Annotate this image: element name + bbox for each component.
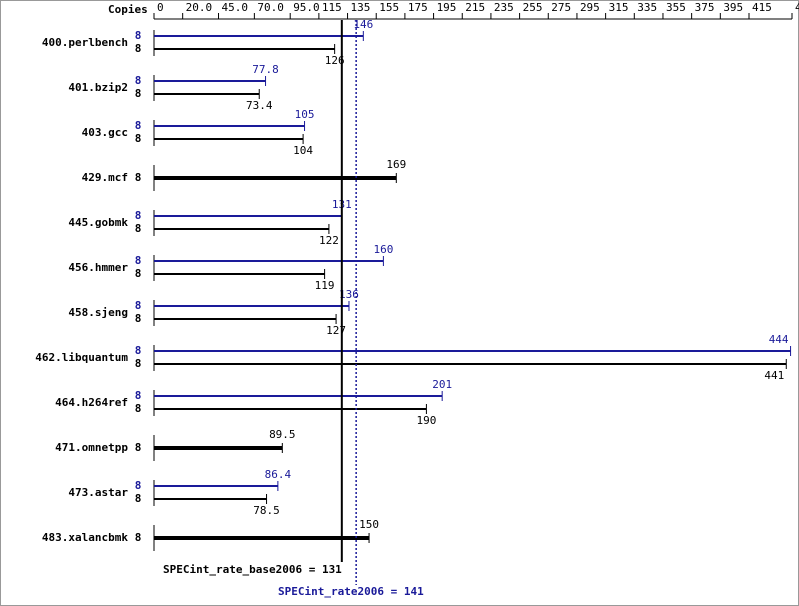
category-label: 400.perlbench xyxy=(42,36,128,49)
x-tick-label: 415 xyxy=(752,1,772,14)
x-tick-label: 95.0 xyxy=(293,1,320,14)
x-tick-label: 70.0 xyxy=(257,1,284,14)
value-label: 190 xyxy=(416,414,436,427)
x-tick-label: 355 xyxy=(666,1,686,14)
x-tick-label: 135 xyxy=(351,1,371,14)
x-tick-label: 335 xyxy=(637,1,657,14)
value-label: 126 xyxy=(325,54,345,67)
value-label: 89.5 xyxy=(269,428,296,441)
x-tick-label: 295 xyxy=(580,1,600,14)
value-label: 146 xyxy=(353,18,373,31)
x-tick-label: 175 xyxy=(408,1,428,14)
x-tick-label: 445 xyxy=(795,1,799,14)
value-label: 150 xyxy=(359,518,379,531)
copies-label: 8 xyxy=(135,209,142,222)
copies-label: 8 xyxy=(135,171,142,184)
copies-label: 8 xyxy=(135,29,142,42)
x-tick-label: 195 xyxy=(437,1,457,14)
category-label: 458.sjeng xyxy=(68,306,128,319)
category-label: 471.omnetpp xyxy=(55,441,128,454)
copies-label: 8 xyxy=(135,441,142,454)
x-tick-label: 215 xyxy=(465,1,485,14)
x-tick-label: 275 xyxy=(551,1,571,14)
copies-label: 8 xyxy=(135,492,142,505)
copies-label: 8 xyxy=(135,389,142,402)
x-tick-label: 395 xyxy=(723,1,743,14)
value-label: 201 xyxy=(432,378,452,391)
value-label: 119 xyxy=(315,279,335,292)
category-label: 445.gobmk xyxy=(68,216,128,229)
value-label: 73.4 xyxy=(246,99,273,112)
x-tick-label: 0 xyxy=(157,1,164,14)
value-label: 105 xyxy=(295,108,315,121)
copies-label: 8 xyxy=(135,402,142,415)
value-label: 127 xyxy=(326,324,346,337)
x-tick-label: 235 xyxy=(494,1,514,14)
value-label: 78.5 xyxy=(253,504,280,517)
copies-label: 8 xyxy=(135,42,142,55)
value-label: 104 xyxy=(293,144,313,157)
value-label: 77.8 xyxy=(252,63,279,76)
value-label: 160 xyxy=(373,243,393,256)
value-label: 444 xyxy=(769,333,789,346)
copies-label: 8 xyxy=(135,87,142,100)
copies-label: 8 xyxy=(135,299,142,312)
copies-label: 8 xyxy=(135,479,142,492)
x-tick-label: 155 xyxy=(379,1,399,14)
x-tick-label: 255 xyxy=(523,1,543,14)
category-label: 429.mcf xyxy=(82,171,128,184)
copies-label: 8 xyxy=(135,74,142,87)
category-label: 456.hmmer xyxy=(68,261,128,274)
copies-label: 8 xyxy=(135,119,142,132)
value-label: 441 xyxy=(764,369,784,382)
copies-label: 8 xyxy=(135,254,142,267)
copies-label: 8 xyxy=(135,357,142,370)
copies-label: 8 xyxy=(135,531,142,544)
copies-label: 8 xyxy=(135,222,142,235)
copies-label: 8 xyxy=(135,267,142,280)
copies-label: 8 xyxy=(135,312,142,325)
reference-label: SPECint_rate_base2006 = 131 xyxy=(163,563,342,576)
category-label: 473.astar xyxy=(68,486,128,499)
x-tick-label: 115 xyxy=(322,1,342,14)
value-label: 136 xyxy=(339,288,359,301)
x-tick-label: 375 xyxy=(695,1,715,14)
copies-label: 8 xyxy=(135,344,142,357)
copies-label: 8 xyxy=(135,132,142,145)
category-label: 464.h264ref xyxy=(55,396,128,409)
x-tick-label: 45.0 xyxy=(222,1,249,14)
value-label: 122 xyxy=(319,234,339,247)
x-tick-label: 315 xyxy=(609,1,629,14)
category-label: 462.libquantum xyxy=(35,351,128,364)
category-label: 483.xalancbmk xyxy=(42,531,128,544)
value-label: 86.4 xyxy=(265,468,292,481)
category-label: 401.bzip2 xyxy=(68,81,128,94)
reference-label: SPECint_rate2006 = 141 xyxy=(278,585,424,598)
category-label: 403.gcc xyxy=(82,126,128,139)
value-label: 169 xyxy=(386,158,406,171)
axis-label: Copies xyxy=(108,3,148,16)
x-tick-label: 20.0 xyxy=(186,1,213,14)
